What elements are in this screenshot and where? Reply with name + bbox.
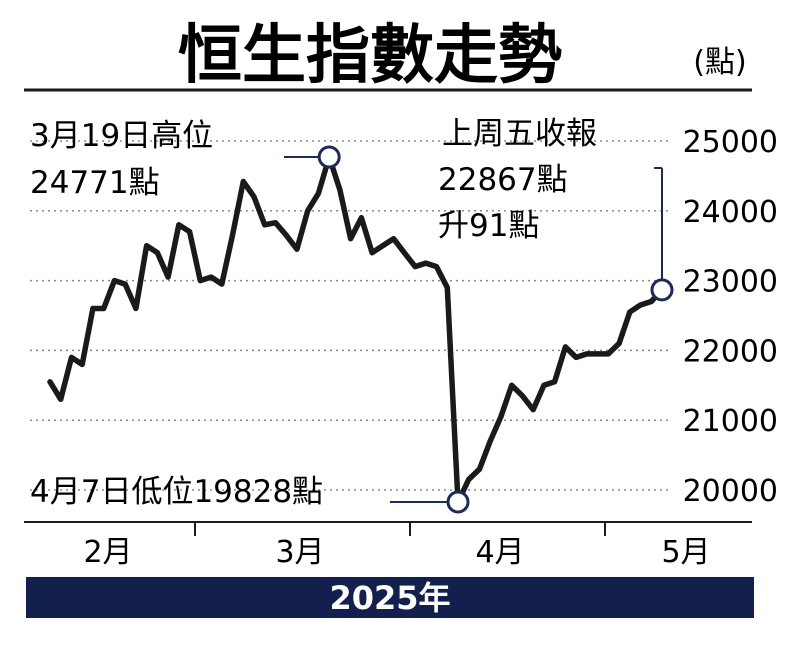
last-annotation-line1: 上周五收報	[442, 116, 597, 152]
last-annotation-line3: 升91點	[438, 208, 539, 244]
unit-label: (點)	[693, 45, 746, 80]
gridlines	[30, 140, 668, 491]
chart-title: 恒生指數走勢	[178, 19, 562, 93]
month-axis: 2月 3月 4月 5月	[83, 522, 711, 570]
high-marker	[317, 145, 341, 169]
year-label: 2025年	[329, 579, 450, 617]
month-label: 5月	[661, 535, 710, 570]
y-tick-label: 21000	[683, 404, 778, 439]
y-tick-label: 24000	[683, 195, 778, 230]
y-tick-label: 22000	[683, 334, 778, 369]
low-annotation: 4月7日低位19828點	[30, 474, 323, 510]
low-marker	[446, 490, 470, 514]
month-label: 2月	[83, 535, 132, 570]
y-tick-label: 25000	[683, 125, 778, 160]
high-annotation-line1: 3月19日高位	[30, 118, 213, 154]
year-bar	[26, 577, 754, 618]
last-marker	[650, 278, 674, 302]
y-tick-labels: 25000 24000 23000 22000 21000 20000	[683, 125, 778, 509]
y-tick-label: 20000	[683, 474, 778, 509]
month-label: 4月	[475, 535, 524, 570]
last-annotation-line2: 22867點	[438, 162, 568, 198]
series-line	[47, 154, 665, 505]
high-annotation-line2: 24771點	[30, 165, 160, 201]
y-tick-label: 23000	[683, 265, 778, 300]
month-label: 3月	[275, 535, 324, 570]
